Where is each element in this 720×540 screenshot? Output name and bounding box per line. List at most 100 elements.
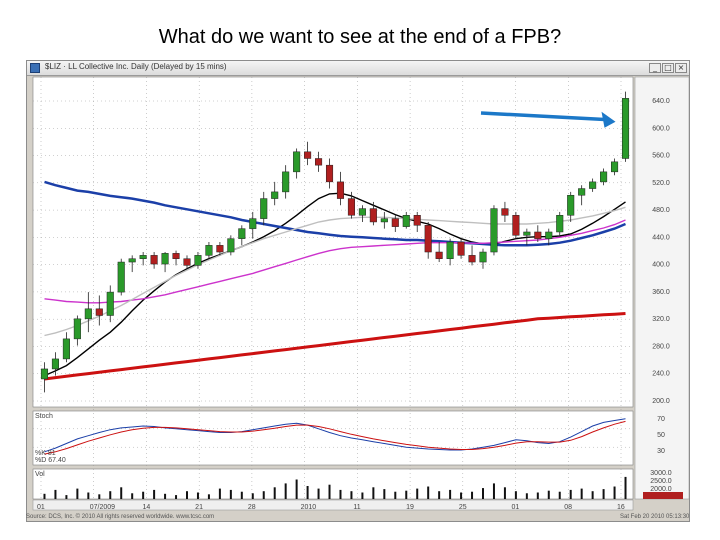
price-tick-label: 480.0 <box>652 207 670 214</box>
candle-body <box>621 98 630 159</box>
moving-average-line <box>44 219 626 304</box>
close-button[interactable]: × <box>675 63 687 73</box>
stoch-k-line <box>44 418 626 453</box>
candle-body <box>205 245 213 256</box>
candle-body <box>523 231 531 236</box>
date-tick-label: 07/2009 <box>90 504 115 511</box>
volume-bar <box>361 492 364 499</box>
price-tick-label: 440.0 <box>652 234 670 241</box>
candle-body <box>194 255 202 266</box>
volume-bar <box>65 495 68 499</box>
stoch-tick-label: 50 <box>657 432 665 439</box>
candle-body <box>391 218 399 227</box>
volume-bar <box>580 488 583 499</box>
volume-bar <box>240 491 243 499</box>
volume-bar <box>602 489 605 499</box>
candle-body <box>260 198 268 219</box>
candle-body <box>424 225 432 253</box>
volume-bar <box>54 489 57 499</box>
volume-bar <box>416 488 419 499</box>
window-titlebar[interactable]: $LIZ · LL Collective Inc. Daily (Delayed… <box>27 61 689 76</box>
volume-tick-label: 2000.0 <box>650 486 672 493</box>
volume-tick-label: 2500.0 <box>650 478 672 485</box>
candle-body <box>611 161 619 173</box>
window-title: $LIZ · LL Collective Inc. Daily (Delayed… <box>45 62 227 71</box>
volume-bar <box>153 489 156 499</box>
price-chart[interactable]: 01 07/2009 14 21 28 2010 11 19 25 01 08 16 640.0 600.… <box>27 61 689 521</box>
candle-body <box>413 215 421 226</box>
volume-bar <box>207 494 210 499</box>
maximize-button[interactable]: □ <box>662 63 674 73</box>
volume-bar <box>492 483 495 499</box>
candle-body <box>150 255 158 265</box>
candle-body <box>161 253 169 265</box>
volume-bar <box>87 492 90 499</box>
candle-body <box>600 171 608 183</box>
candle-body <box>282 171 290 193</box>
date-tick-label: 2010 <box>301 504 317 511</box>
volume-bar <box>514 491 517 499</box>
volume-bar <box>317 488 320 499</box>
candle-body <box>62 338 70 360</box>
candle-body <box>446 241 454 259</box>
candle-body <box>501 208 509 216</box>
stoch-k-readout: %K 81 <box>35 450 56 457</box>
stoch-d-readout: %D 67.40 <box>35 457 66 464</box>
candle-body <box>183 258 191 266</box>
date-tick-label: 11 <box>353 504 360 511</box>
volume-bar <box>558 491 561 499</box>
volume-bar <box>624 476 627 499</box>
volume-bar <box>569 489 572 499</box>
price-tick-label: 240.0 <box>652 371 670 378</box>
candle-body <box>84 308 92 320</box>
volume-bar <box>186 491 188 499</box>
date-tick-label: 25 <box>459 504 467 511</box>
volume-bar <box>536 492 539 499</box>
volume-bar <box>482 488 484 499</box>
candle-body <box>325 164 334 183</box>
minimize-button[interactable]: _ <box>649 63 661 73</box>
price-tick-label: 640.0 <box>652 98 670 105</box>
volume-bar <box>251 493 254 499</box>
candle-body <box>172 253 180 259</box>
moving-average-line <box>44 180 626 247</box>
candle-body <box>512 215 520 236</box>
volume-bar <box>438 491 441 499</box>
price-tick-label: 600.0 <box>652 125 670 132</box>
volume-bar <box>43 493 46 499</box>
price-tick-label: 520.0 <box>652 180 670 187</box>
candle-body <box>106 291 114 316</box>
date-tick-label: 16 <box>617 504 625 511</box>
volume-bar <box>394 491 397 499</box>
volume-bar <box>196 492 199 499</box>
volume-bar <box>120 487 123 499</box>
candle-body <box>369 208 377 223</box>
candle-body <box>271 191 279 199</box>
volume-bar <box>295 479 298 499</box>
candle-body <box>589 181 597 189</box>
price-tick-label: 200.0 <box>652 398 670 405</box>
candle-body <box>40 368 49 380</box>
candle-body <box>216 245 224 253</box>
price-tick-label: 320.0 <box>652 316 670 323</box>
moving-average-line <box>44 192 626 377</box>
price-tick-label: 560.0 <box>652 153 670 160</box>
volume-panel <box>32 468 634 500</box>
volume-bar <box>164 493 167 499</box>
annotation-arrow-shaft <box>480 111 610 122</box>
volume-bar <box>339 489 342 499</box>
date-tick-label: 08 <box>564 504 572 511</box>
date-tick-label: 14 <box>142 504 150 511</box>
annotation-arrow-head <box>601 111 616 128</box>
volume-bar <box>591 491 594 499</box>
candle-body <box>578 188 586 196</box>
stoch-tick-label: 70 <box>657 416 665 423</box>
volume-bar <box>405 490 408 499</box>
candle-body <box>468 255 476 263</box>
volume-bar <box>613 486 616 499</box>
date-tick-label: 19 <box>406 504 414 511</box>
candle-body <box>534 231 542 239</box>
timestamp-footer: Sat Feb 20 2010 05:13:30 <box>620 514 690 520</box>
candle-body <box>435 251 443 259</box>
volume-bar <box>547 490 550 499</box>
